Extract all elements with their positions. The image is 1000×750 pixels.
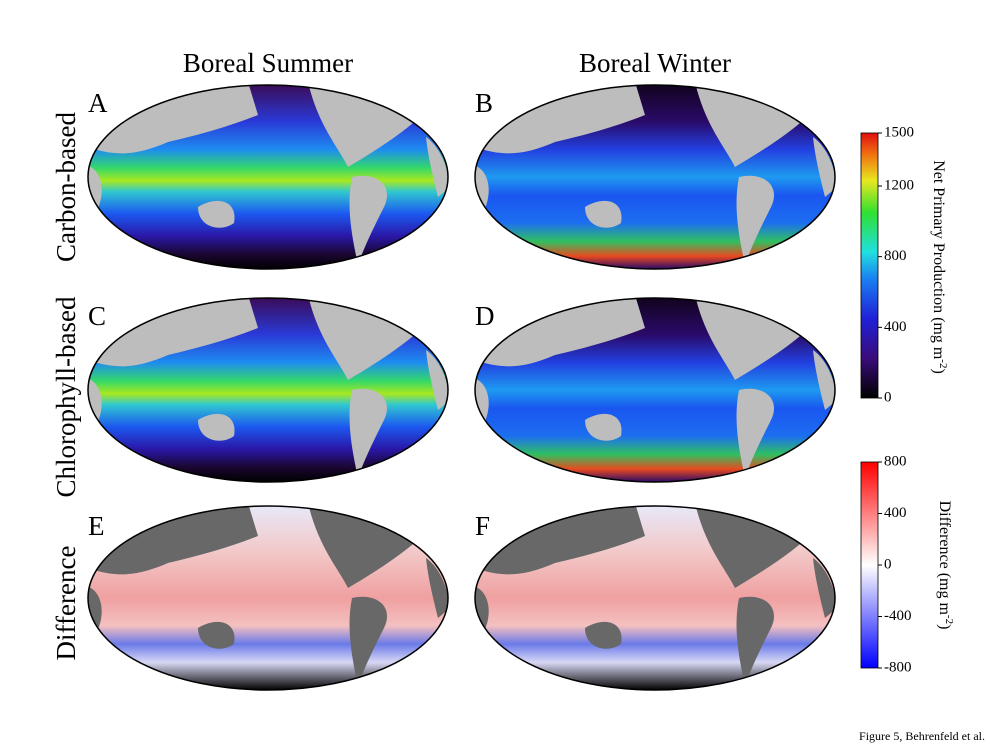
- column-header: Boreal Summer: [183, 48, 353, 78]
- row-label: Carbon-based: [51, 112, 81, 262]
- panel-letter: D: [475, 301, 495, 331]
- map-f: [474, 505, 836, 691]
- tick-label: -400: [884, 608, 912, 624]
- colorbar-label: Difference (mg m-2): [936, 501, 955, 630]
- panel-letter: E: [88, 511, 105, 541]
- panel-letter: C: [88, 301, 106, 331]
- row-label: Difference: [51, 546, 81, 661]
- tick-label: 400: [884, 505, 907, 521]
- colorbar: [860, 461, 879, 669]
- tick-label: 1500: [884, 124, 914, 140]
- label-end: ): [930, 368, 947, 373]
- tick-label: -800: [884, 659, 912, 675]
- label-text: Net Primary Production (mg m: [930, 160, 947, 360]
- colorbar-label: Net Primary Production (mg m-2): [930, 160, 949, 374]
- panel-letter: A: [88, 88, 108, 118]
- panel-letter: B: [475, 88, 493, 118]
- label-sup: -2: [937, 359, 949, 368]
- label-end: ): [936, 624, 953, 629]
- map-c: [87, 297, 449, 483]
- map-e: [87, 505, 449, 691]
- map-b: [474, 84, 836, 270]
- map-d: [474, 297, 836, 483]
- tick-label: 800: [884, 453, 907, 469]
- tick-label: 1200: [884, 177, 914, 193]
- tick-label: 0: [884, 389, 892, 405]
- colorbar: [860, 132, 879, 399]
- tick-label: 0: [884, 556, 892, 572]
- label-sup: -2: [943, 615, 955, 624]
- caption: Figure 5, Behrenfeld et al.: [859, 729, 985, 743]
- row-label: Chlorophyll-based: [51, 296, 81, 497]
- label-text: Difference (mg m: [936, 501, 953, 616]
- tick-label: 800: [884, 248, 907, 264]
- column-header: Boreal Winter: [579, 48, 731, 78]
- map-a: [87, 84, 449, 270]
- tick-label: 400: [884, 319, 907, 335]
- panel-letter: F: [475, 511, 490, 541]
